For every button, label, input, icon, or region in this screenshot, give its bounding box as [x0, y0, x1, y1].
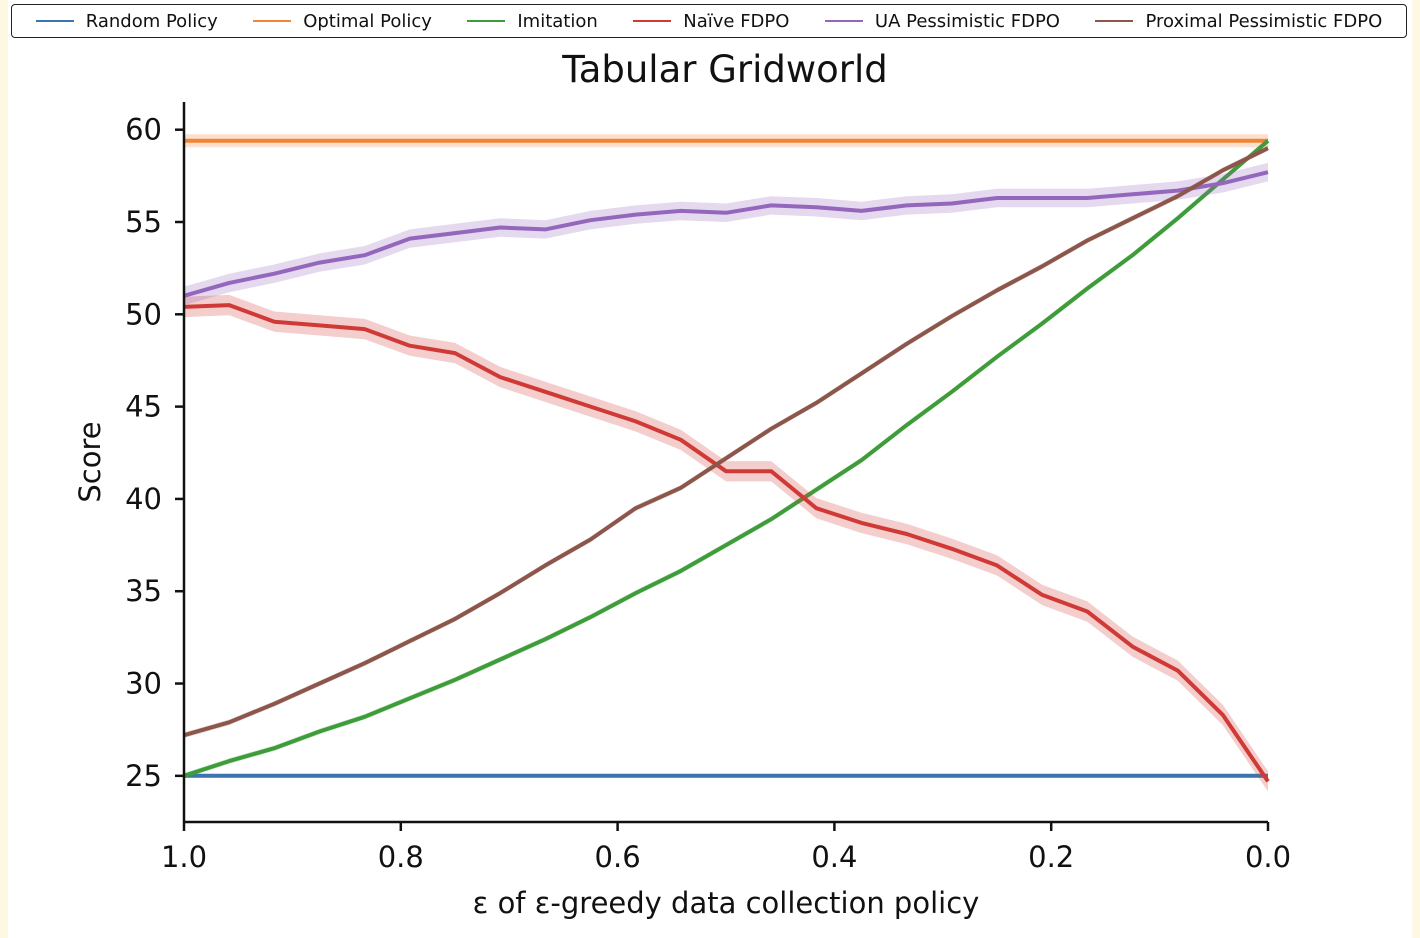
legend-swatch — [35, 19, 74, 23]
series-line-ua-pessimistic-fdpo — [183, 170, 1269, 298]
legend-label: Proximal Pessimistic FDPO — [1145, 10, 1383, 32]
legend-swatch — [633, 19, 672, 23]
series-line-proximal-pessimistic-fdpo — [183, 146, 1269, 738]
legend-entry-imitation: Imitation — [467, 10, 598, 32]
legend-label: UA Pessimistic FDPO — [874, 10, 1060, 32]
y-tick-label: 35 — [125, 574, 162, 608]
x-axis-label: ε of ε-greedy data collection policy — [473, 886, 980, 920]
legend-swatch — [253, 19, 292, 23]
legend-label: Optimal Policy — [303, 10, 432, 32]
y-tick-label: 45 — [125, 390, 162, 424]
ticks-layer: 25 30 35 40 45 50 55 60 1.0 0.8 0.6 0.4 0.2 0.0 — [125, 113, 1291, 874]
legend-entry-ua-pessimistic-fdpo: UA Pessimistic FDPO — [824, 10, 1060, 32]
legend-swatch — [1095, 19, 1134, 23]
y-tick-label: 25 — [125, 759, 162, 793]
legend: Random Policy Optimal Policy Imitation N… — [11, 4, 1407, 38]
x-tick-label: 0.4 — [811, 840, 857, 874]
series-layer — [183, 134, 1270, 792]
legend-entry-optimal-policy: Optimal Policy — [253, 11, 432, 32]
x-tick-label: 1.0 — [161, 840, 207, 874]
legend-entry-random-policy: Random Policy — [35, 10, 218, 32]
y-tick-label: 30 — [125, 667, 162, 701]
y-tick-label: 50 — [125, 297, 162, 331]
legend-swatch — [467, 19, 506, 23]
legend-label: Imitation — [517, 10, 598, 32]
x-tick-label: 0.6 — [595, 840, 641, 874]
y-tick-label: 40 — [125, 482, 162, 516]
legend-swatch — [824, 19, 863, 23]
x-tick-label: 0.0 — [1245, 840, 1291, 874]
x-tick-label: 0.8 — [378, 840, 424, 874]
legend-label: Naïve FDPO — [683, 10, 790, 32]
legend-label: Random Policy — [85, 10, 218, 32]
y-tick-label: 60 — [125, 113, 162, 147]
series-line-na-ve-fdpo — [183, 303, 1270, 783]
y-axis-label: Score — [73, 421, 107, 502]
y-tick-label: 55 — [125, 205, 162, 239]
legend-entry-proximal-pessimistic-fdpo: Proximal Pessimistic FDPO — [1095, 11, 1382, 32]
legend-entry-naive-fdpo: Naïve FDPO — [633, 11, 789, 32]
chart-title: Tabular Gridworld — [562, 48, 888, 91]
series-line-imitation — [183, 139, 1270, 778]
x-tick-label: 0.2 — [1028, 840, 1074, 874]
series-band-proximal-pessimistic-fdpo — [184, 145, 1268, 738]
